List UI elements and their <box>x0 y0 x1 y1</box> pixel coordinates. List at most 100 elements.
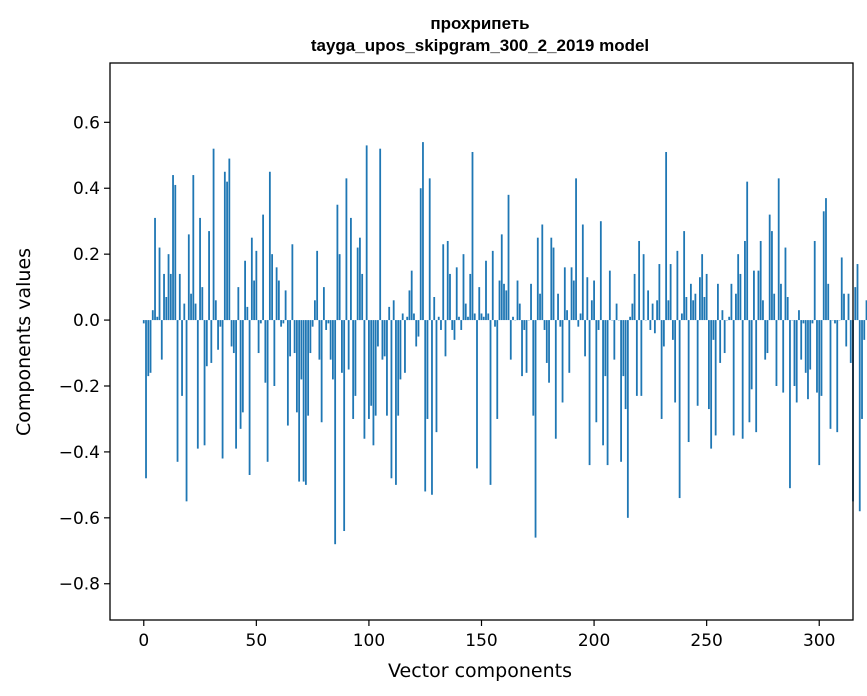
bar <box>482 316 485 321</box>
bar <box>158 247 161 321</box>
bar <box>545 320 548 363</box>
bar <box>773 293 776 321</box>
bar <box>732 320 735 436</box>
bar <box>356 247 359 321</box>
bar <box>226 181 228 321</box>
bar <box>561 320 564 403</box>
bar <box>460 320 463 330</box>
bar <box>735 293 737 321</box>
bar <box>818 320 821 466</box>
bar <box>843 293 845 321</box>
bar <box>476 320 478 469</box>
bar <box>714 320 717 436</box>
bar <box>584 320 586 357</box>
bar <box>836 320 839 433</box>
bar <box>762 300 764 321</box>
bar <box>203 320 206 446</box>
bar <box>845 320 848 347</box>
bar <box>268 171 271 321</box>
x-tick-label: 0 <box>138 631 149 651</box>
bar <box>719 320 722 363</box>
bar <box>244 260 246 321</box>
bar <box>780 283 782 321</box>
bar <box>622 320 625 377</box>
bar <box>415 320 418 347</box>
bar <box>802 320 805 324</box>
bar <box>521 320 523 377</box>
bar <box>809 320 812 370</box>
bar <box>804 320 807 373</box>
bar <box>651 303 654 321</box>
bar <box>354 320 357 396</box>
bar <box>813 240 816 321</box>
bar <box>300 320 303 380</box>
bar <box>442 244 445 321</box>
bar <box>395 320 397 485</box>
bar <box>777 178 780 321</box>
bar <box>250 237 253 321</box>
bar <box>856 264 859 321</box>
bar <box>426 320 429 419</box>
bar <box>289 320 292 357</box>
bar <box>647 290 650 321</box>
bar <box>759 240 762 321</box>
bar <box>277 280 280 321</box>
bar <box>739 273 742 321</box>
bar <box>676 250 679 321</box>
bar <box>266 320 269 462</box>
bar <box>539 293 541 321</box>
bar <box>678 320 681 499</box>
bar <box>327 320 330 324</box>
bar <box>205 320 208 367</box>
y-tick-label: −0.6 <box>59 509 100 529</box>
bar <box>590 300 593 321</box>
bar <box>642 254 645 321</box>
bar <box>633 273 636 321</box>
bar <box>665 151 668 321</box>
bar <box>834 320 836 324</box>
bar <box>437 316 440 321</box>
bar <box>298 320 301 482</box>
bar <box>467 316 469 321</box>
bar <box>311 320 314 327</box>
bar <box>708 320 710 410</box>
bar <box>829 320 832 429</box>
bar <box>699 277 701 321</box>
bar <box>187 234 190 321</box>
bar <box>717 283 719 321</box>
x-tick-label: 150 <box>465 631 497 651</box>
bar <box>313 300 316 321</box>
bar <box>671 320 674 340</box>
bar <box>219 320 222 327</box>
bar <box>570 267 573 321</box>
bar <box>480 313 483 321</box>
bar <box>568 320 571 373</box>
bar <box>361 273 364 321</box>
bar <box>473 313 476 321</box>
bar <box>620 320 622 462</box>
bar <box>694 293 697 321</box>
bar <box>728 316 731 321</box>
bar <box>854 287 857 321</box>
bar <box>428 178 431 321</box>
y-tick-label: −0.2 <box>59 377 100 397</box>
bar <box>368 320 370 419</box>
bar <box>397 320 400 416</box>
bar <box>372 320 375 446</box>
plot-frame <box>109 62 854 621</box>
bar <box>388 306 391 321</box>
bar <box>451 320 454 330</box>
bar <box>840 257 843 321</box>
bar <box>861 320 863 419</box>
bar <box>653 320 656 334</box>
bar <box>190 293 192 321</box>
bar <box>498 280 501 321</box>
bar <box>293 320 296 354</box>
bar <box>701 254 704 321</box>
bar <box>149 320 152 373</box>
bar <box>374 320 377 416</box>
bar <box>352 320 355 419</box>
bar <box>464 303 467 321</box>
bar <box>849 320 852 363</box>
bar <box>174 184 177 321</box>
